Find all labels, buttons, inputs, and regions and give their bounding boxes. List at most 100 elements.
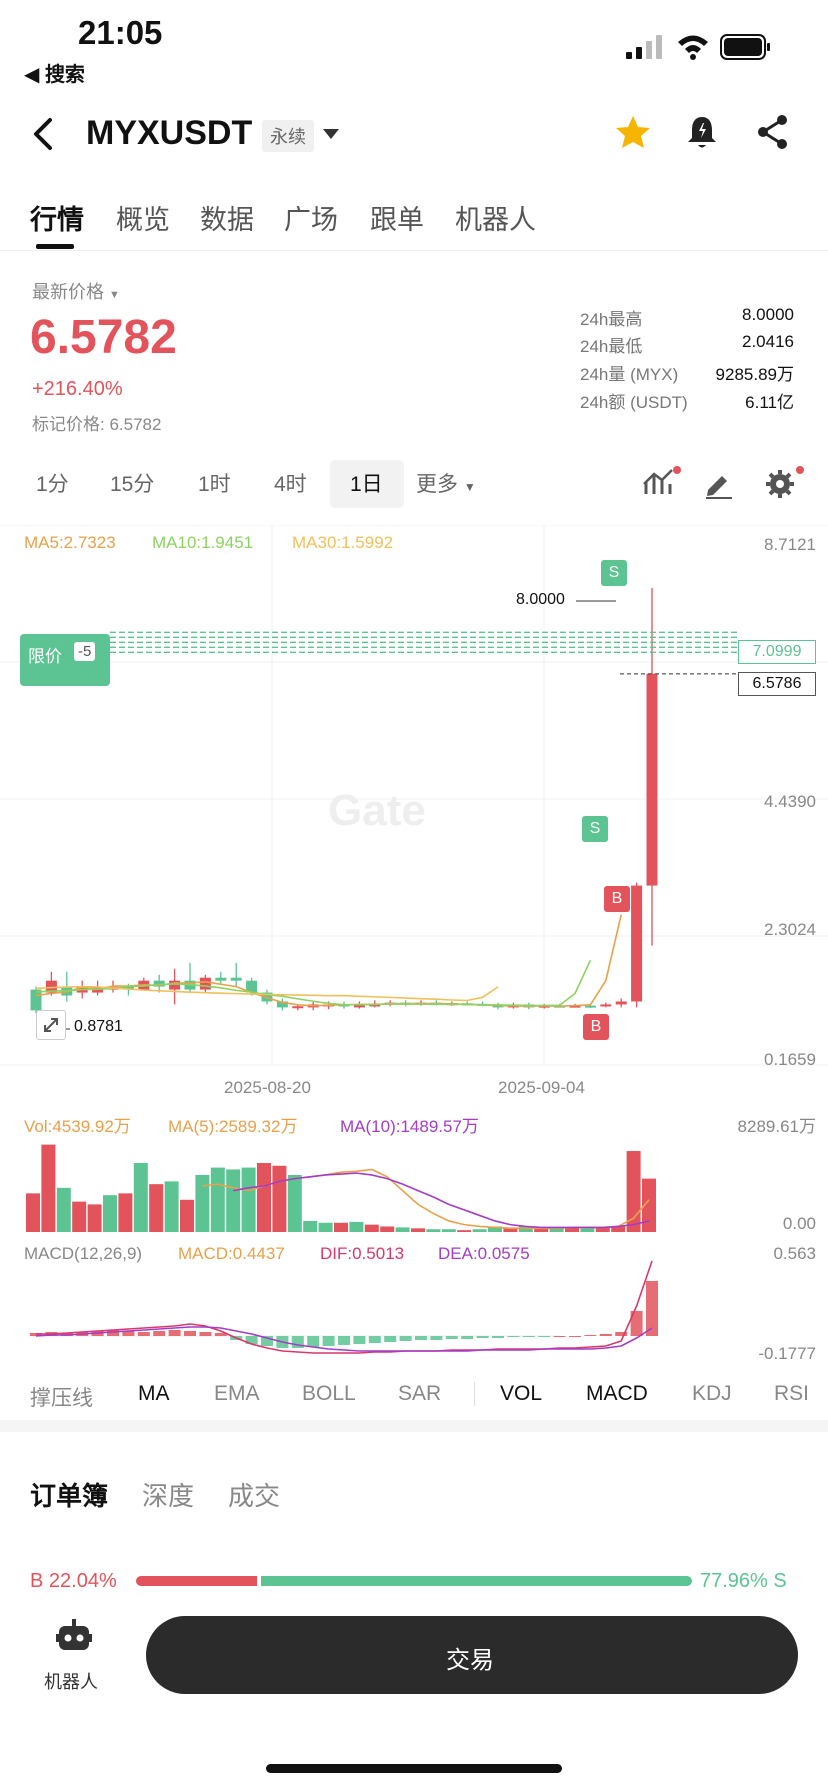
candle-body: [169, 980, 181, 990]
timeframe-1h[interactable]: 1时: [198, 473, 231, 496]
macd-histogram-bar: [214, 1333, 227, 1336]
tab-overview[interactable]: 概览: [116, 205, 170, 235]
candle-body: [600, 1004, 612, 1007]
timeframe-1m[interactable]: 1分: [36, 473, 69, 496]
volume-bar: [334, 1222, 348, 1232]
indicator-vol[interactable]: VOL: [500, 1382, 543, 1405]
volume-chart: [0, 1100, 828, 1236]
volume-bar: [518, 1226, 533, 1232]
timeframe-more[interactable]: 更多 ▼: [416, 473, 476, 496]
volume-bar: [364, 1224, 379, 1232]
buy-trade-marker[interactable]: B: [604, 886, 630, 912]
tab-data[interactable]: 数据: [200, 205, 254, 235]
limit-order-tag[interactable]: [20, 634, 110, 686]
wifi-icon: [676, 32, 710, 60]
price-alert-bell-icon[interactable]: [686, 114, 718, 150]
y-tick-bottom: 0.1659: [764, 1050, 816, 1069]
volume-bar: [257, 1163, 271, 1232]
macd-histogram-bar: [353, 1336, 366, 1344]
macd-histogram-bar: [245, 1336, 258, 1344]
robot-icon[interactable]: [56, 1618, 92, 1654]
macd-histogram-bar: [137, 1332, 150, 1336]
sell-trade-marker[interactable]: S: [601, 560, 627, 586]
macd-histogram-bar: [646, 1281, 658, 1336]
indicator-rsi[interactable]: RSI: [774, 1382, 810, 1405]
section-divider: [0, 1420, 828, 1432]
indicator-boll[interactable]: BOLL: [302, 1382, 356, 1405]
stat-value-24h-low: 2.0416: [742, 332, 794, 351]
latest-price-label[interactable]: 最新价格 ▼: [32, 282, 120, 302]
drawing-tool-icon[interactable]: [704, 468, 734, 500]
indicator-sar[interactable]: SAR: [398, 1382, 442, 1405]
timeframe-15m[interactable]: 15分: [110, 473, 155, 496]
macd-histogram-bar: [168, 1330, 181, 1336]
timeframe-1d[interactable]: 1日: [350, 473, 383, 496]
buy-sell-ratio-bar: [136, 1576, 692, 1586]
chart-settings-gear-icon[interactable]: [764, 466, 804, 500]
trade-button[interactable]: [146, 1616, 798, 1694]
buy-ratio-label: B 22.04%: [30, 1570, 117, 1592]
signal-icon: [625, 34, 665, 60]
tab-depth[interactable]: 深度: [142, 1481, 195, 1511]
tab-orderbook[interactable]: 订单簿: [30, 1481, 109, 1511]
macd-histogram-bar: [122, 1331, 135, 1336]
price-chart[interactable]: [0, 524, 828, 1073]
candle-body: [615, 1001, 627, 1005]
tab-trades[interactable]: 成交: [228, 1481, 281, 1511]
ma30-line: [35, 985, 499, 1002]
stat-label-24h-volume: 24h量 (MYX): [580, 365, 679, 384]
favorite-star-icon[interactable]: [614, 114, 652, 150]
volume-bar: [441, 1229, 456, 1232]
price-change-percent: +216.40%: [32, 378, 123, 400]
robot-label[interactable]: 机器人: [44, 1672, 98, 1692]
volume-bar: [318, 1222, 333, 1232]
volume-bar: [272, 1165, 287, 1232]
trade-button-label[interactable]: 交易: [446, 1647, 494, 1674]
volume-bar: [210, 1167, 225, 1232]
y-tick-top: 8.7121: [764, 535, 816, 554]
candle-body: [646, 673, 658, 886]
symbol-dropdown-icon[interactable]: [322, 127, 340, 139]
ma30-legend: MA30:1.5992: [292, 533, 394, 552]
tab-square[interactable]: 广场: [284, 205, 338, 235]
tab-copy-trading[interactable]: 跟单: [370, 205, 424, 235]
ma10-legend: MA10:1.9451: [152, 533, 254, 552]
symbol-title[interactable]: MYXUSDT: [86, 114, 253, 152]
gate-watermark: Gate: [328, 786, 426, 835]
candle-body: [631, 885, 643, 1002]
indicator-macd[interactable]: MACD: [586, 1382, 648, 1405]
volume-bar: [41, 1144, 56, 1232]
volume-bar: [488, 1226, 502, 1232]
volume-bar: [349, 1221, 364, 1232]
indicator-ema[interactable]: EMA: [214, 1382, 260, 1405]
expand-chart-icon[interactable]: [36, 1010, 66, 1040]
limit-order-count: -5: [74, 642, 96, 661]
volume-bar: [26, 1193, 40, 1232]
back-button[interactable]: [28, 116, 58, 152]
ma10-line: [35, 959, 592, 1007]
macd-histogram-bar: [384, 1336, 397, 1342]
timeframe-4h[interactable]: 4时: [274, 473, 307, 496]
back-to-search[interactable]: ◀ 搜索: [24, 64, 85, 86]
limit-order-price-tag: 7.0999: [738, 640, 816, 664]
indicator-ma[interactable]: MA: [138, 1382, 170, 1405]
tab-bots[interactable]: 机器人: [455, 205, 536, 235]
volume-bar: [457, 1230, 472, 1232]
battery-icon: [720, 34, 772, 60]
sell-ratio-fill: [260, 1576, 692, 1586]
tab-market[interactable]: 行情: [30, 205, 84, 235]
indicator-support-resistance[interactable]: 撑压线: [30, 1387, 93, 1410]
volume-bar: [133, 1163, 148, 1232]
share-icon[interactable]: [756, 114, 790, 150]
volume-bar: [565, 1227, 579, 1232]
indicator-kdj[interactable]: KDJ: [692, 1382, 732, 1405]
volume-bar: [195, 1174, 210, 1232]
chart-indicator-icon[interactable]: [642, 466, 682, 500]
candle-body: [369, 1004, 381, 1007]
x-tick-2: 2025-09-04: [498, 1078, 585, 1097]
volume-bar: [411, 1228, 425, 1232]
indicator-divider: [474, 1382, 475, 1406]
volume-ma5-label: MA(5):2589.32万: [168, 1117, 298, 1136]
sell-trade-marker[interactable]: S: [582, 816, 608, 842]
buy-trade-marker[interactable]: B: [583, 1014, 609, 1040]
